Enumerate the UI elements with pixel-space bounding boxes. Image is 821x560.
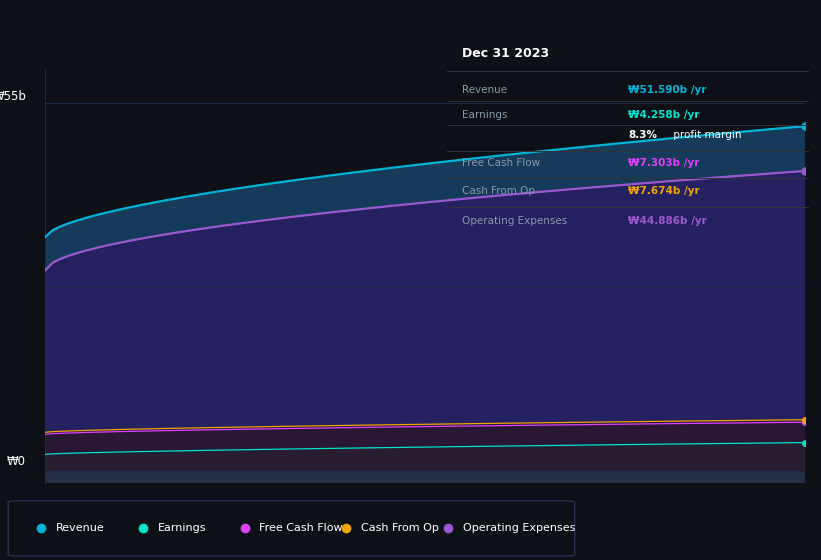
Text: ₩7.674b /yr: ₩7.674b /yr	[628, 186, 699, 196]
Text: ₩0: ₩0	[7, 455, 25, 468]
Text: Operating Expenses: Operating Expenses	[463, 523, 576, 533]
Text: ₩7.303b /yr: ₩7.303b /yr	[628, 157, 699, 167]
Text: ₩44.886b /yr: ₩44.886b /yr	[628, 216, 707, 226]
FancyBboxPatch shape	[8, 501, 575, 556]
Text: profit margin: profit margin	[670, 130, 741, 141]
Text: Earnings: Earnings	[158, 523, 206, 533]
Text: Revenue: Revenue	[462, 85, 507, 95]
Text: Free Cash Flow: Free Cash Flow	[462, 157, 540, 167]
Text: ₩4.258b /yr: ₩4.258b /yr	[628, 110, 699, 120]
Text: 8.3%: 8.3%	[628, 130, 657, 141]
Text: Dec 31 2023: Dec 31 2023	[462, 47, 549, 60]
Text: Operating Expenses: Operating Expenses	[462, 216, 567, 226]
Text: ₩55b: ₩55b	[0, 90, 26, 104]
Text: ₩51.590b /yr: ₩51.590b /yr	[628, 85, 706, 95]
Text: Revenue: Revenue	[56, 523, 104, 533]
Text: Earnings: Earnings	[462, 110, 507, 120]
Text: Free Cash Flow: Free Cash Flow	[259, 523, 343, 533]
Text: Cash From Op: Cash From Op	[361, 523, 439, 533]
Text: Cash From Op: Cash From Op	[462, 186, 535, 196]
